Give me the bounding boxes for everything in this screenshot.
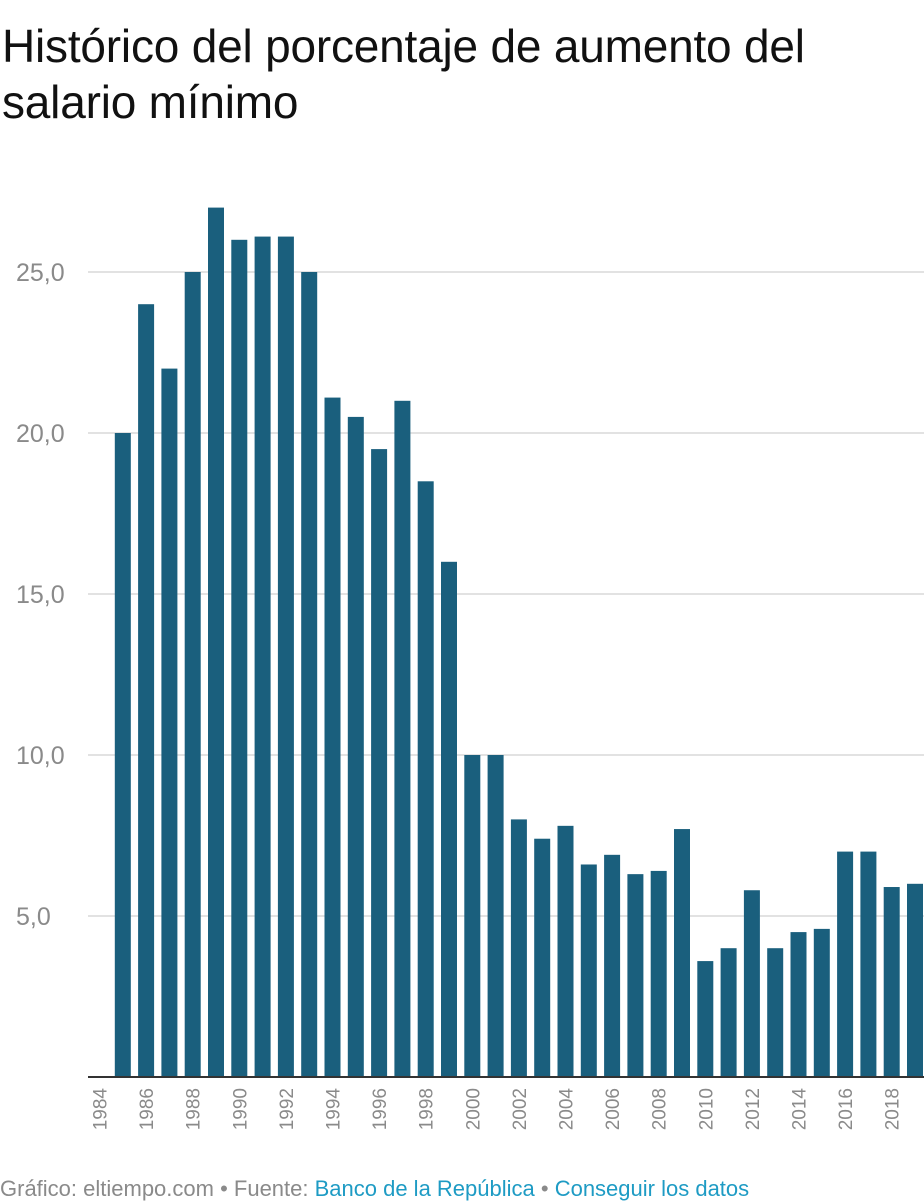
- source-link[interactable]: Banco de la República: [314, 1176, 535, 1201]
- x-tick-label: 1996: [370, 1088, 391, 1130]
- bar-1992: [277, 236, 294, 1077]
- bar-2012: [743, 890, 760, 1077]
- bar-1994: [324, 397, 341, 1078]
- bar-2001: [487, 755, 504, 1077]
- bar-1985: [114, 433, 131, 1077]
- x-tick-label: 2010: [696, 1088, 717, 1130]
- x-tick-label: 1994: [324, 1088, 345, 1131]
- bar-2005: [580, 864, 597, 1077]
- y-tick-label: 15,0: [16, 581, 65, 609]
- bar-2007: [627, 874, 644, 1077]
- x-tick-label: 1990: [230, 1088, 251, 1130]
- bar-1987: [161, 368, 178, 1078]
- x-tick-label: 1992: [277, 1088, 298, 1130]
- bar-2003: [534, 838, 551, 1077]
- x-tick-label: 1988: [184, 1088, 205, 1130]
- bar-1988: [184, 272, 201, 1077]
- bar-2000: [464, 755, 481, 1077]
- x-tick-label: 1984: [91, 1088, 112, 1131]
- bar-1986: [138, 304, 155, 1077]
- y-tick-label: 20,0: [16, 420, 65, 448]
- chart-title: Histórico del porcentaje de aumento del …: [2, 20, 805, 128]
- chart-footer: Gráfico: eltiempo.com • Fuente: Banco de…: [0, 1176, 749, 1202]
- bar-2004: [557, 825, 574, 1077]
- bar-2008: [650, 870, 667, 1077]
- bar-1998: [417, 481, 434, 1077]
- bar-2010: [697, 961, 714, 1077]
- bar-2013: [767, 948, 784, 1077]
- bar-1990: [231, 239, 248, 1078]
- bar-1993: [301, 272, 318, 1077]
- bar-2016: [837, 851, 854, 1077]
- x-tick-label: 2016: [836, 1088, 857, 1130]
- bar-1989: [208, 207, 224, 1078]
- x-tick-label: 2000: [463, 1088, 484, 1130]
- x-tick-label: 2004: [557, 1088, 578, 1131]
- y-tick-label: 10,0: [16, 742, 65, 770]
- x-tick-label: 2018: [883, 1088, 904, 1130]
- x-tick-label: 2006: [603, 1088, 624, 1130]
- bar-1991: [254, 236, 271, 1077]
- x-tick-label: 2012: [743, 1088, 764, 1130]
- bar-2019: [907, 883, 923, 1077]
- bar-2011: [720, 948, 737, 1077]
- footer-separator: •: [534, 1176, 555, 1201]
- footer-credit: Gráfico: eltiempo.com • Fuente:: [0, 1176, 315, 1201]
- bar-2014: [790, 932, 807, 1077]
- bar-chart: 5,0 10,0 15,0 20,0 25,0 1984 1986 1988 1990 1992 1…: [16, 207, 924, 1131]
- bar-1997: [394, 400, 411, 1077]
- bar-2015: [813, 928, 830, 1077]
- bar-1996: [371, 449, 388, 1078]
- bar-2006: [604, 854, 621, 1077]
- y-tick-label: 5,0: [16, 903, 51, 931]
- x-tick-label: 2002: [510, 1088, 531, 1130]
- bar-2018: [883, 887, 900, 1077]
- bar-1995: [347, 416, 364, 1077]
- y-tick-label: 25,0: [16, 259, 65, 287]
- x-tick-label: 1998: [417, 1088, 438, 1130]
- x-tick-label: 2008: [650, 1088, 671, 1130]
- bar-2002: [510, 819, 527, 1077]
- get-data-link[interactable]: Conseguir los datos: [554, 1176, 750, 1201]
- x-tick-label: 2014: [790, 1088, 811, 1131]
- bar-2017: [860, 851, 877, 1077]
- x-tick-label: 1986: [137, 1088, 158, 1130]
- bar-1999: [441, 561, 457, 1077]
- bar-2009: [674, 829, 690, 1077]
